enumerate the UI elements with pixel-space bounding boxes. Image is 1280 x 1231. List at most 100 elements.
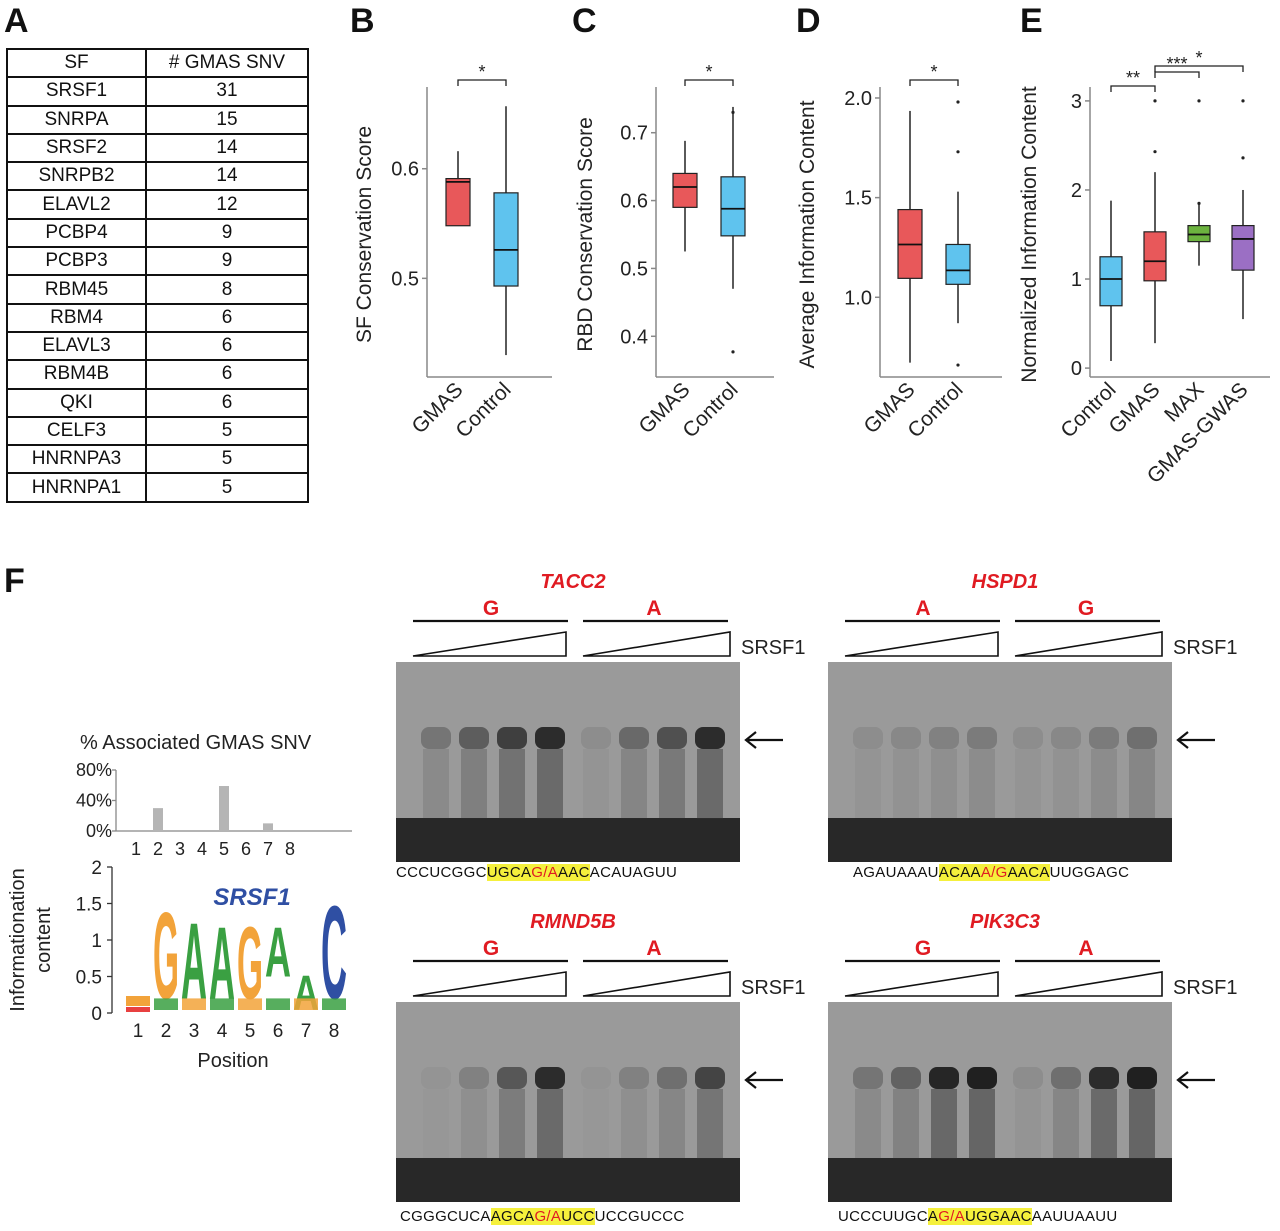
y-axis-label: SF Conservation Score: [353, 126, 376, 343]
table-body: SRSF1 31 SNRPA 15 SRSF2 14 SNRPB2 14 ELAVL2 12 PCB…: [6, 76, 309, 503]
logo-letter-small-block: [154, 998, 178, 1010]
gel-band-shifted: [1051, 727, 1081, 749]
gel-band-shifted: [497, 1067, 527, 1089]
y-axis-label: RBD Conservation Score: [574, 117, 597, 352]
gel-smear: [621, 1089, 647, 1159]
gel-band-shifted: [929, 1067, 959, 1089]
sequence-segment: ACAUAGUU: [589, 864, 678, 881]
gel-band-shifted: [853, 727, 883, 749]
table-cell-sf: QKI: [6, 387, 147, 418]
table-cell-count: 6: [145, 330, 309, 362]
outlier-point: [956, 150, 960, 154]
significance-bracket: [909, 79, 959, 86]
y-axis-label-line1: Informationation: [7, 868, 29, 1011]
gene-name: PIK3C3: [970, 911, 1040, 933]
significance-bracket: [1154, 71, 1200, 78]
y-axis-label: Average Information Content: [796, 100, 819, 368]
box-gmas: [1143, 231, 1167, 282]
panel-label-f: F: [4, 562, 25, 600]
gel-smear: [537, 1089, 563, 1159]
arrow-head: [1176, 1071, 1189, 1089]
y-tick-label: 0.7: [620, 123, 648, 145]
allele-right: A: [1078, 937, 1093, 960]
table-row: QKI 6: [6, 387, 309, 418]
x-tick-label: 3: [189, 1021, 200, 1042]
table-cell-count: 9: [145, 246, 309, 277]
sequence-segment: AGCA: [490, 1208, 535, 1225]
x-tick-label: 6: [273, 1021, 284, 1042]
allele-left: G: [483, 597, 499, 620]
y-tick-label: 1.5: [844, 188, 872, 210]
x-tick-label: 4: [217, 1021, 228, 1042]
snv-site: A/G: [980, 864, 1008, 881]
allele-right: A: [646, 597, 661, 620]
gel-band-shifted: [1127, 1067, 1157, 1089]
gel-band-shifted: [535, 727, 565, 749]
gel-band-shifted: [497, 727, 527, 749]
table-row: PCBP4 9: [6, 217, 309, 249]
table-row: RBM4B 6: [6, 359, 309, 390]
gel-smear: [659, 1089, 685, 1159]
outlier-point: [1153, 150, 1157, 154]
table-row: HNRNPA3 5: [6, 444, 309, 475]
snv-site: G/A: [938, 1208, 965, 1225]
snv-site: G/A: [531, 864, 559, 881]
sequence-segment: ACAA: [938, 864, 981, 881]
significance-label: ***: [1166, 54, 1187, 74]
logo-letter-small-block: [266, 998, 290, 1010]
sequence-segment: UCCGUCCC: [594, 1208, 685, 1225]
table-cell-count: 5: [145, 415, 309, 447]
y-tick-label: 0.6: [620, 191, 648, 213]
outlier-point: [731, 350, 735, 354]
sequence-segment: UUGGAGC: [1049, 864, 1130, 881]
table-cell-sf: SRSF2: [6, 132, 147, 164]
gel-band-shifted: [459, 727, 489, 749]
gel-free-probe-front: [396, 818, 740, 862]
y-tick-label: 1: [1071, 269, 1082, 291]
bar-position-2: [153, 808, 163, 831]
sequence-segment: UGCA: [486, 864, 532, 881]
outlier-point: [956, 363, 960, 367]
gel-smear: [1053, 749, 1079, 819]
gel-smear: [1129, 1089, 1155, 1159]
x-tick-label: 1: [133, 1021, 144, 1042]
box-gmas-gwas: [1231, 224, 1255, 271]
table-cell-sf: CELF3: [6, 415, 147, 447]
logo-letter-small-block: [238, 998, 262, 1010]
x-tick-label: 7: [263, 839, 273, 859]
table-row: PCBP3 9: [6, 246, 309, 277]
table-row: SRSF1 31: [6, 76, 309, 107]
sequence-segment: AAUUAAUU: [1031, 1208, 1118, 1225]
table-header-sf: SF: [6, 47, 147, 79]
gel-smear: [969, 1089, 995, 1159]
gel-band-shifted: [657, 727, 687, 749]
bar-chart-title: % Associated GMAS SNV: [80, 732, 312, 754]
gel-band-shifted: [967, 1067, 997, 1089]
table-cell-count: 5: [145, 444, 309, 475]
significance-label: *: [930, 62, 937, 82]
gel-smear: [583, 749, 609, 819]
x-tick-label: 6: [241, 839, 251, 859]
x-tick-label: Control: [1056, 378, 1120, 442]
gel-band-shifted: [1127, 727, 1157, 749]
panel-label-a: A: [4, 2, 29, 40]
table-cell-sf: SNRPB2: [6, 161, 147, 192]
y-tick-label: 40%: [76, 791, 112, 811]
table-cell-count: 6: [145, 302, 309, 333]
gel-band-shifted: [853, 1067, 883, 1089]
panel-label-d: D: [796, 2, 821, 40]
y-tick-label: 0: [91, 1004, 102, 1025]
x-tick-label: GMAS: [1105, 378, 1165, 438]
y-axis-label: Normalized Information Content: [1018, 86, 1041, 383]
table-cell-sf: RBM4B: [6, 359, 147, 390]
table-cell-count: 14: [145, 161, 309, 192]
gel-smear: [969, 749, 995, 819]
y-tick-label: 2: [1071, 180, 1082, 202]
gel-smear: [893, 1089, 919, 1159]
logo-letter-small-block: [126, 1007, 150, 1012]
y-tick-label: 0.5: [620, 258, 648, 280]
gel-band-shifted: [1089, 727, 1119, 749]
arrow-head: [1176, 731, 1189, 749]
